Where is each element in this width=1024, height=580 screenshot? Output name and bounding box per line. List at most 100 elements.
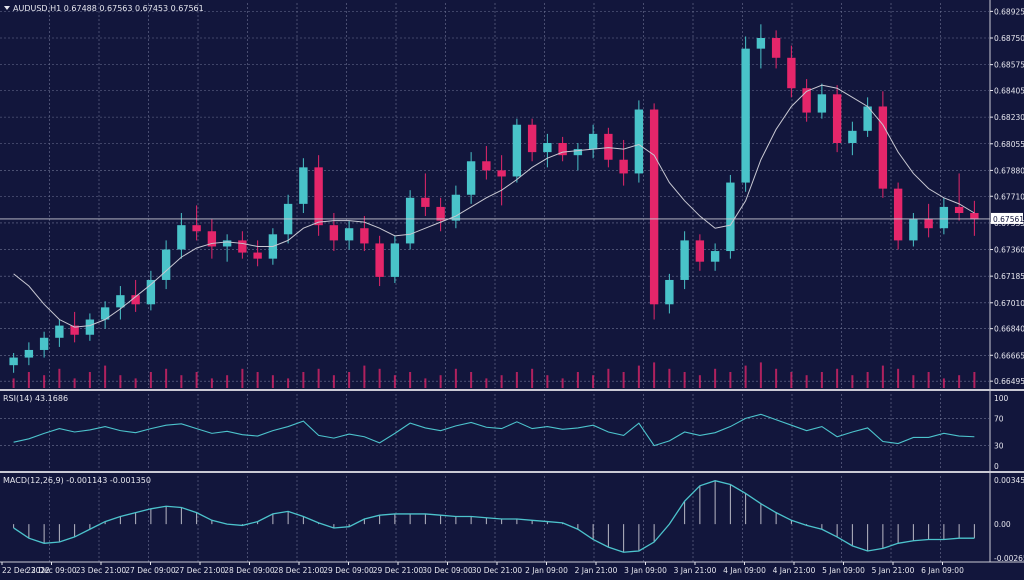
volume-bar bbox=[271, 375, 274, 388]
volume-bar bbox=[104, 365, 107, 388]
macd-panel: 0.003455 0.00 -0.002651 bbox=[13, 476, 1024, 563]
candle-body bbox=[421, 197, 430, 207]
volume-bar bbox=[668, 368, 671, 388]
price-axis-label: 0.66840 bbox=[994, 325, 1024, 334]
rsi-header-text: RSI(14) 43.1686 bbox=[3, 394, 68, 403]
candle-body bbox=[832, 94, 842, 143]
rsi-line bbox=[13, 413, 975, 447]
price-axis-label: 0.66665 bbox=[994, 351, 1024, 360]
candle-body bbox=[207, 231, 217, 247]
candle-body bbox=[741, 48, 750, 183]
volume-bar bbox=[866, 372, 869, 388]
time-axis-label: 22 Dec 2022 bbox=[2, 566, 50, 575]
time-axis-label: 4 Jan 21:00 bbox=[773, 566, 816, 575]
current-price-label: 0.67561 bbox=[993, 215, 1024, 224]
time-axis-label: 2 Jan 21:00 bbox=[575, 566, 618, 575]
volume-bar bbox=[973, 372, 976, 388]
candle-body bbox=[192, 225, 201, 232]
volume-bar bbox=[485, 378, 488, 388]
rsi-axis-label: 70 bbox=[994, 414, 1004, 423]
candle-body bbox=[512, 124, 522, 177]
price-axis-label: 0.67360 bbox=[994, 246, 1024, 255]
candle-body bbox=[863, 106, 872, 131]
time-axis-label: 3 Jan 21:00 bbox=[674, 566, 717, 575]
volume-bar bbox=[378, 368, 381, 388]
volume-bar bbox=[531, 368, 534, 388]
volume-bar bbox=[622, 372, 625, 388]
volume-bar bbox=[226, 375, 229, 388]
candle-body bbox=[619, 159, 628, 174]
time-axis-label: 30 Dec 21:00 bbox=[472, 566, 523, 575]
time-axis-label: 27 Dec 09:00 bbox=[125, 566, 176, 575]
rsi-panel: 100 70 30 0 bbox=[0, 394, 1009, 471]
candle-body bbox=[436, 206, 445, 221]
volume-bar bbox=[424, 378, 427, 388]
time-axis-label: 23 Dec 21:00 bbox=[76, 566, 127, 575]
candle-body bbox=[817, 94, 827, 113]
rsi-axis-label: 100 bbox=[994, 394, 1009, 403]
volume-bar bbox=[180, 375, 183, 388]
candle-body bbox=[680, 240, 689, 280]
candle-body bbox=[344, 228, 354, 241]
volume-bar bbox=[653, 362, 656, 388]
time-axis-label: 30 Dec 09:00 bbox=[422, 566, 473, 575]
candle-body bbox=[771, 38, 781, 58]
candle-body bbox=[893, 188, 903, 241]
candle-body bbox=[924, 219, 933, 229]
candle-body bbox=[116, 295, 125, 308]
price-axis-label: 0.68055 bbox=[994, 140, 1024, 149]
axes: 0.68925 0.68750 0.68575 0.68405 0.68230 0.680… bbox=[0, 7, 1024, 575]
volume-bar bbox=[409, 372, 412, 388]
time-axis-label: 23 Dec 09:00 bbox=[26, 566, 77, 575]
volume-bar bbox=[12, 378, 15, 388]
volume-bar bbox=[912, 375, 915, 388]
volume-bar bbox=[58, 368, 61, 388]
candle-body bbox=[253, 252, 262, 259]
volume-bar bbox=[637, 365, 640, 388]
candle-body bbox=[482, 161, 491, 171]
symbol-header-text: AUDUSD,H1 0.67488 0.67563 0.67453 0.6756… bbox=[13, 4, 204, 13]
volume-bar bbox=[698, 375, 701, 388]
candle-body bbox=[604, 133, 613, 160]
time-axis-label: 2 Jan 09:00 bbox=[525, 566, 568, 575]
candle-body bbox=[909, 219, 918, 241]
volume-bar bbox=[500, 375, 503, 388]
candle-body bbox=[848, 130, 857, 143]
moving-average bbox=[13, 84, 975, 328]
volume-bar bbox=[851, 375, 854, 388]
volume-bar bbox=[332, 375, 335, 388]
candle-body bbox=[649, 109, 659, 305]
volume-bar bbox=[27, 372, 30, 388]
volume-bar bbox=[592, 375, 595, 388]
candle-body bbox=[878, 106, 888, 189]
volume-bar bbox=[561, 378, 564, 388]
volume-bar bbox=[210, 378, 213, 388]
volume-bar bbox=[470, 372, 473, 388]
volume-bar bbox=[241, 368, 244, 388]
volume-bar bbox=[607, 368, 610, 388]
time-axis-label: 4 Jan 09:00 bbox=[723, 566, 766, 575]
candle-body bbox=[177, 225, 186, 250]
candle-body bbox=[39, 337, 49, 350]
time-axis-label: 6 Jan 09:00 bbox=[921, 566, 964, 575]
volume-bar bbox=[775, 368, 778, 388]
candle-body bbox=[558, 143, 567, 156]
current-price-badge bbox=[991, 212, 1023, 224]
volume-bar bbox=[927, 372, 930, 388]
time-axis-label: 29 Dec 21:00 bbox=[373, 566, 424, 575]
price-axis-label: 0.67880 bbox=[994, 166, 1024, 175]
volume-bar bbox=[195, 372, 198, 388]
symbol-header: AUDUSD,H1 0.67488 0.67563 0.67453 0.6756… bbox=[4, 4, 204, 13]
candle-body bbox=[314, 167, 323, 226]
volume-bar bbox=[439, 375, 442, 388]
volume-bar bbox=[134, 378, 137, 388]
candle-body bbox=[100, 307, 110, 320]
candle-body bbox=[802, 88, 811, 113]
price-axis-label: 0.68575 bbox=[994, 61, 1024, 70]
price-axis-label: 0.66495 bbox=[994, 377, 1024, 386]
time-axis-label: 29 Dec 09:00 bbox=[323, 566, 374, 575]
candle-body bbox=[970, 213, 979, 220]
chevron-down-icon[interactable] bbox=[4, 6, 10, 10]
